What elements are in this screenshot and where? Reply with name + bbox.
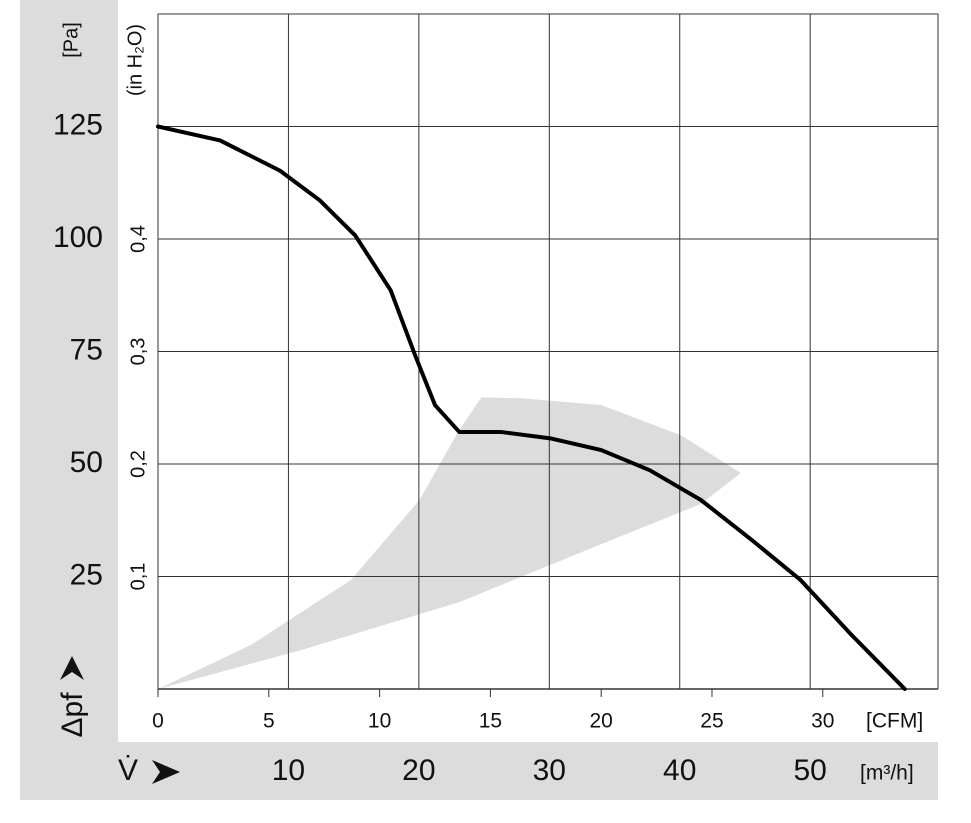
x2-tick-label: 40 [663,754,696,787]
y-tick-label: 50 [70,446,103,479]
x-tick-label: 5 [263,710,275,733]
y-arrow [60,656,84,680]
x-tick-label: 30 [811,710,834,733]
y2-unit: (in H₂O) [124,24,146,96]
x2-tick-label: 10 [272,754,305,787]
y-tick-label: 25 [70,558,103,591]
fan-curve [156,124,907,691]
x-symbol: V̇ [118,754,138,787]
y-tick-label: 75 [70,333,103,366]
x2-tick-label: 30 [533,754,566,787]
frame [157,13,939,689]
y-tick-label: 125 [53,108,103,141]
x-unit: [CFM] [866,710,923,733]
y-symbol: Δpf [56,692,89,738]
x-arrow [152,760,180,784]
y-tick-label: 100 [53,221,103,254]
x-tick-label: 0 [152,710,164,733]
y2-tick-label: 0,3 [127,338,149,366]
x-tick-label: 20 [590,710,613,733]
x-tick-label: 25 [700,710,723,733]
y2-tick-label: 0,2 [127,450,149,478]
x2-unit: [m³/h] [860,762,914,785]
y2-tick-label: 0,1 [127,563,149,591]
y2-tick-label: 0,4 [127,225,149,253]
x-tick-label: 15 [479,710,502,733]
x-tick-label: 10 [368,710,391,733]
x2-tick-label: 20 [402,754,435,787]
y-unit: [Pa] [60,22,82,58]
operating-range [158,397,741,689]
x2-tick-label: 50 [793,754,826,787]
